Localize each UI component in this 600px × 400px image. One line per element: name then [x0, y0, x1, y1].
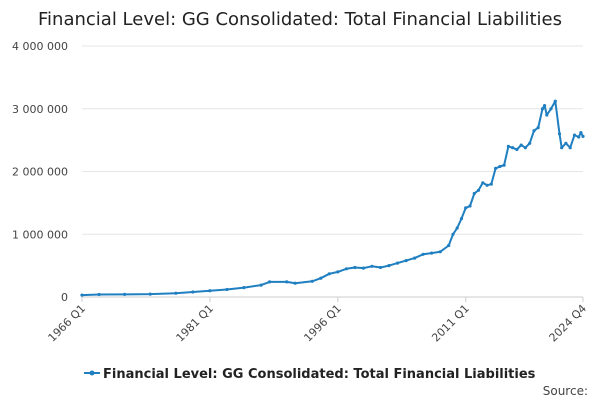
data-point[interactable]: [485, 183, 489, 187]
x-tick-label: 2011 Q1: [429, 302, 472, 345]
data-point[interactable]: [387, 264, 391, 268]
data-point[interactable]: [510, 146, 515, 150]
data-point[interactable]: [476, 188, 481, 192]
data-point[interactable]: [560, 146, 564, 150]
legend-label: Financial Level: GG Consolidated: Total …: [103, 367, 536, 382]
data-point[interactable]: [581, 134, 585, 138]
data-point[interactable]: [481, 181, 485, 185]
y-tick-label: 3 000 000: [12, 103, 68, 116]
data-point[interactable]: [549, 107, 553, 111]
data-point[interactable]: [174, 291, 178, 295]
data-point[interactable]: [268, 280, 272, 284]
y-tick-label: 4 000 000: [12, 40, 68, 53]
data-point[interactable]: [148, 292, 152, 296]
data-point[interactable]: [455, 226, 459, 230]
data-point[interactable]: [568, 146, 572, 150]
data-point[interactable]: [421, 252, 425, 256]
data-point[interactable]: [242, 286, 246, 290]
series-layer: [80, 99, 585, 297]
data-point[interactable]: [80, 293, 84, 297]
data-point[interactable]: [489, 182, 493, 186]
y-tick-label: 2 000 000: [12, 166, 68, 179]
data-point[interactable]: [528, 141, 532, 145]
x-tick-label: 1966 Q1: [46, 302, 89, 345]
data-point[interactable]: [536, 126, 540, 130]
data-point[interactable]: [353, 265, 357, 270]
y-tick-label: 0: [61, 291, 68, 304]
data-point[interactable]: [447, 243, 451, 248]
data-point[interactable]: [319, 276, 323, 280]
data-point[interactable]: [327, 272, 331, 276]
data-point[interactable]: [494, 166, 498, 170]
legend[interactable]: Financial Level: GG Consolidated: Total …: [84, 367, 536, 382]
data-point[interactable]: [564, 141, 568, 145]
gridlines: [82, 45, 583, 235]
data-point[interactable]: [208, 289, 212, 293]
legend-marker-icon: [89, 370, 95, 376]
data-point[interactable]: [502, 163, 506, 167]
data-point[interactable]: [579, 131, 583, 135]
x-tick-label: 1996 Q1: [301, 302, 344, 345]
chart-title: Financial Level: GG Consolidated: Total …: [38, 9, 562, 30]
data-point[interactable]: [468, 204, 472, 208]
data-point[interactable]: [472, 191, 476, 196]
data-point[interactable]: [506, 144, 510, 148]
data-point[interactable]: [543, 104, 547, 108]
data-point[interactable]: [451, 232, 455, 236]
x-tick-label: 2024 Q4: [547, 302, 590, 345]
data-point[interactable]: [293, 281, 297, 285]
data-point[interactable]: [459, 217, 464, 221]
y-axis-ticks: 0 1 000 000 2 000 000 3 000 000 4 000 000: [12, 40, 68, 304]
data-point[interactable]: [404, 259, 408, 263]
data-point[interactable]: [545, 113, 549, 117]
data-point[interactable]: [464, 206, 468, 210]
data-point[interactable]: [310, 279, 314, 283]
y-tick-label: 1 000 000: [12, 228, 68, 241]
data-point[interactable]: [413, 256, 417, 260]
data-point[interactable]: [225, 287, 229, 292]
data-point[interactable]: [370, 264, 374, 268]
data-point[interactable]: [515, 147, 519, 152]
data-point[interactable]: [123, 292, 127, 296]
data-point[interactable]: [336, 270, 340, 274]
data-point[interactable]: [430, 251, 434, 255]
data-point[interactable]: [553, 99, 557, 103]
data-point[interactable]: [344, 267, 348, 271]
data-point[interactable]: [498, 164, 502, 169]
data-point[interactable]: [259, 283, 263, 287]
data-point[interactable]: [361, 266, 365, 270]
x-tick-label: 1981 Q1: [173, 302, 216, 345]
x-axis-ticks: 1966 Q1 1981 Q1 1996 Q1 2011 Q1 2024 Q4: [46, 297, 590, 345]
data-point[interactable]: [395, 261, 400, 265]
data-point[interactable]: [557, 132, 562, 136]
data-point[interactable]: [540, 107, 545, 111]
data-point[interactable]: [532, 129, 536, 133]
data-point[interactable]: [191, 290, 195, 294]
data-point[interactable]: [523, 146, 528, 150]
data-point[interactable]: [519, 143, 523, 147]
data-point[interactable]: [438, 250, 442, 254]
data-point[interactable]: [97, 292, 101, 297]
series-line[interactable]: [81, 100, 584, 297]
data-point[interactable]: [572, 133, 577, 137]
data-point[interactable]: [285, 280, 289, 284]
data-point[interactable]: [577, 135, 581, 139]
source-label[interactable]: Source:: [543, 384, 588, 398]
data-point[interactable]: [378, 265, 383, 270]
